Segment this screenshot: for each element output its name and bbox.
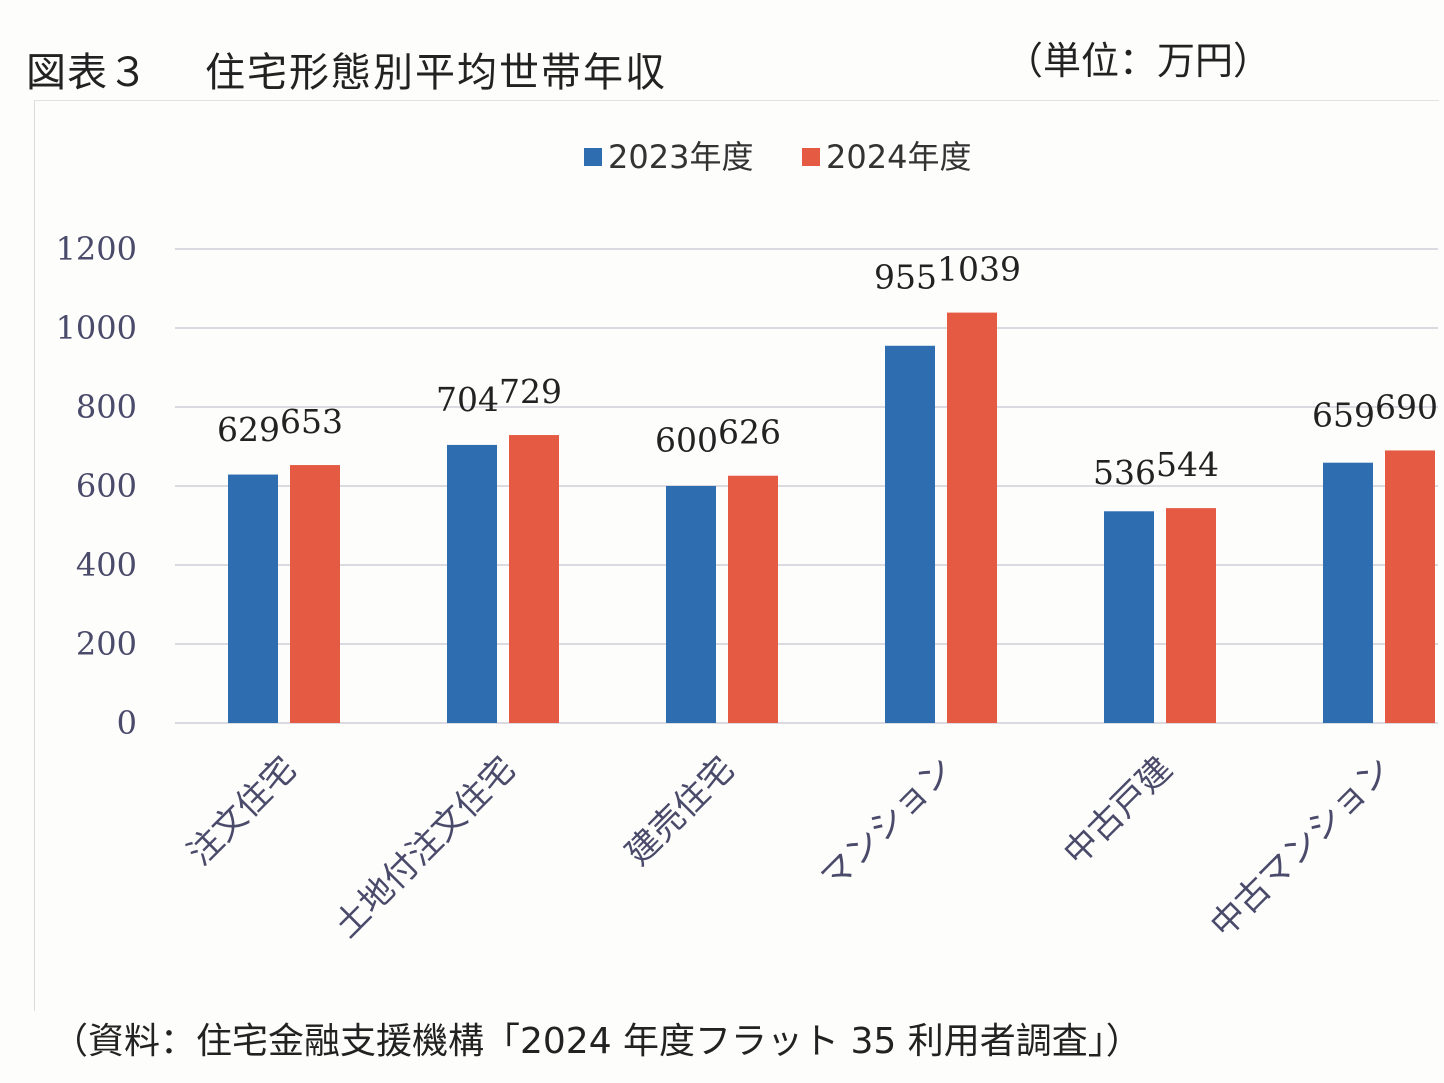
bar-2023 <box>666 486 716 723</box>
data-label-2023: 955 <box>874 258 937 297</box>
legend-swatch-2024 <box>802 148 820 166</box>
x-category-label: 土地付注文住宅 <box>327 749 524 946</box>
bar-2024 <box>509 435 559 723</box>
x-category-label: 注文住宅 <box>180 749 304 873</box>
y-tick-label: 600 <box>76 467 137 505</box>
bar-2023 <box>1323 462 1373 723</box>
y-tick-label: 1000 <box>56 309 137 347</box>
data-label-2024: 653 <box>280 402 343 441</box>
legend-label-2024: 2024年度 <box>826 138 971 176</box>
bar-2024 <box>947 312 997 723</box>
data-label-2024: 1039 <box>937 250 1021 289</box>
x-category-label: 建売住宅 <box>618 749 742 873</box>
data-label-2023: 536 <box>1093 453 1156 492</box>
chart-frame <box>34 100 1439 1011</box>
bar-chart: 0 200 400 600 800 1000 1200 2023年度 2024年度 629 653 注… <box>56 138 1438 946</box>
x-category-label: マンション <box>813 749 961 897</box>
x-category-label: 中古マンション <box>1203 749 1400 946</box>
unit-label: （単位：万円） <box>1005 39 1272 83</box>
y-tick-label: 400 <box>76 546 137 584</box>
chart-title: 住宅形態別平均世帯年収 <box>205 50 667 96</box>
legend-swatch-2023 <box>584 148 602 166</box>
bar-2024 <box>728 475 778 723</box>
y-tick-label: 0 <box>117 704 137 742</box>
bar-2023 <box>1104 511 1154 723</box>
data-label-2023: 600 <box>655 421 718 460</box>
data-label-2024: 690 <box>1375 387 1438 426</box>
data-label-2023: 659 <box>1312 395 1375 434</box>
data-label-2023: 629 <box>217 410 280 449</box>
bar-2024 <box>1385 450 1435 723</box>
data-label-2024: 544 <box>1156 445 1219 484</box>
y-tick-label: 200 <box>76 625 137 663</box>
figure-label: 図表３ <box>26 50 149 96</box>
bar-2024 <box>1166 508 1216 723</box>
data-label-2024: 626 <box>718 413 781 452</box>
x-category-label: 中古戸建 <box>1056 749 1180 873</box>
bar-2023 <box>885 345 935 723</box>
data-label-2024: 729 <box>499 372 562 411</box>
bar-2023 <box>447 444 497 723</box>
legend-label-2023: 2023年度 <box>608 138 753 176</box>
y-tick-label: 800 <box>76 388 137 426</box>
bar-2023 <box>228 474 278 723</box>
bar-2024 <box>290 465 340 723</box>
source-note: （資料：住宅金融支援機構「2024 年度フラット 35 利用者調査」） <box>52 1021 1142 1062</box>
y-tick-label: 1200 <box>56 230 137 268</box>
data-label-2023: 704 <box>436 380 499 419</box>
